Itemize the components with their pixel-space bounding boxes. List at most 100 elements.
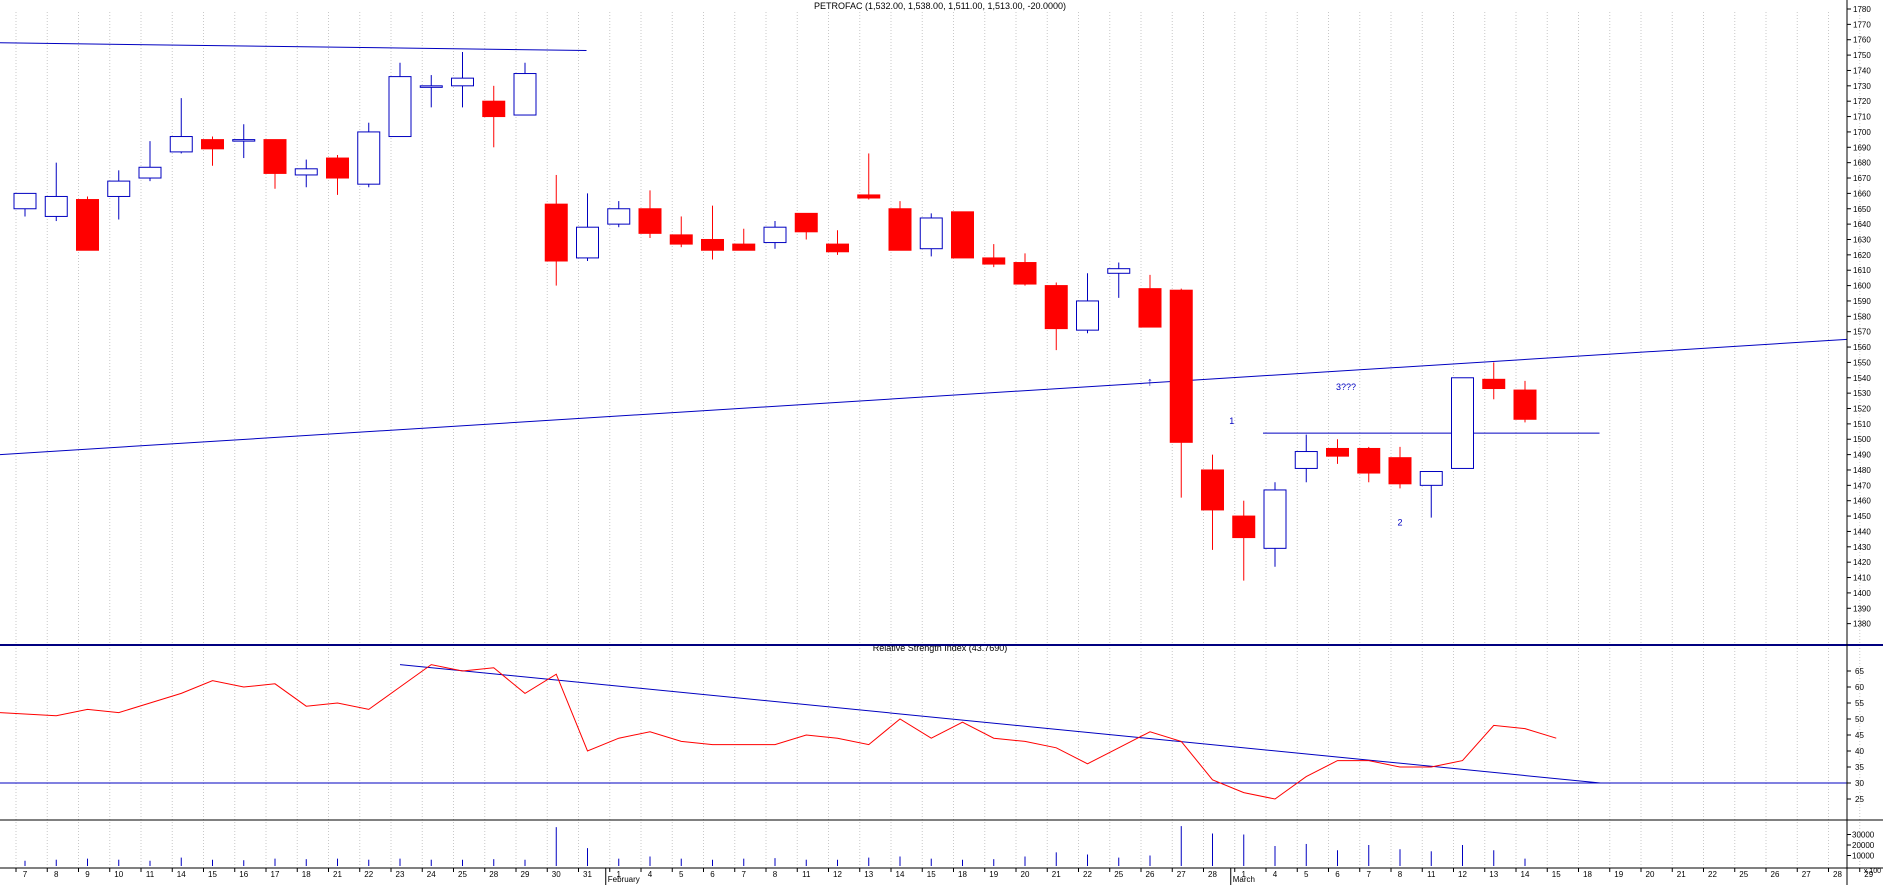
- price-tick-label: 1590: [1853, 297, 1871, 306]
- trendline-resistance: [0, 42, 587, 51]
- candle-body: [1326, 447, 1349, 457]
- price-tick-label: 1660: [1853, 189, 1871, 198]
- price-tick-label: 1690: [1853, 143, 1871, 152]
- date-tick-label: 14: [1521, 870, 1530, 879]
- price-tick-label: 1460: [1853, 497, 1871, 506]
- date-tick-label: 15: [927, 870, 936, 879]
- price-chart-title: PETROFAC (1,532.00, 1,538.00, 1,511.00, …: [814, 1, 1066, 11]
- candle-body: [669, 234, 693, 245]
- month-label: February: [608, 875, 640, 884]
- date-tick-label: 6: [1335, 870, 1340, 879]
- date-tick-label: 28: [1208, 870, 1217, 879]
- date-tick-label: 17: [271, 870, 280, 879]
- candle-body: [982, 257, 1006, 265]
- price-tick-label: 1410: [1853, 574, 1871, 583]
- date-tick-label: 25: [1114, 870, 1123, 879]
- date-tick-label: 6: [710, 870, 715, 879]
- price-tick-label: 1680: [1853, 159, 1871, 168]
- price-tick-label: 1520: [1853, 405, 1871, 414]
- candle-body: [701, 238, 724, 251]
- date-tick-label: 7: [742, 870, 747, 879]
- price-tick-label: 1400: [1853, 589, 1871, 598]
- candle-body: [1107, 268, 1131, 274]
- price-tick-label: 1750: [1853, 51, 1871, 60]
- candle-body: [44, 195, 68, 217]
- candle-body: [482, 100, 506, 118]
- candle-body: [732, 243, 756, 251]
- candle-body: [544, 203, 568, 262]
- date-tick-label: 1: [1242, 870, 1247, 879]
- price-tick-label: 1390: [1853, 604, 1871, 613]
- price-tick-label: 1770: [1853, 20, 1871, 29]
- rsi-panel: Relative Strength Index (43.7690) 25 30 35…: [0, 643, 1864, 804]
- date-tick-label: 28: [1833, 870, 1842, 879]
- date-tick-label: 15: [1552, 870, 1561, 879]
- date-tick-label: 1: [617, 870, 622, 879]
- month-label: March: [1233, 875, 1255, 884]
- date-tick-label: 21: [1677, 870, 1686, 879]
- date-tick-label: 31: [583, 870, 592, 879]
- candle-body: [1388, 457, 1412, 485]
- date-tick-label: 8: [54, 870, 59, 879]
- candle-body: [1357, 447, 1381, 474]
- date-tick-label: 18: [1583, 870, 1592, 879]
- candle-body: [826, 243, 849, 253]
- volume-unit-label: x 100: [1864, 868, 1881, 875]
- volume-tick-label: 20000: [1852, 841, 1875, 850]
- candle-body: [357, 131, 381, 185]
- date-tick-label: 26: [1771, 870, 1780, 879]
- date-tick-label: 5: [1304, 870, 1309, 879]
- candle-body: [451, 77, 474, 87]
- date-tick-label: 7: [23, 870, 28, 879]
- price-tick-label: 1490: [1853, 451, 1871, 460]
- price-tick-label: 1760: [1853, 36, 1871, 45]
- date-tick-label: 12: [1458, 870, 1467, 879]
- volume-tick-label: 30000: [1852, 831, 1875, 840]
- rsi-tick-label: 60: [1855, 683, 1864, 692]
- date-tick-label: 27: [1177, 870, 1186, 879]
- date-tick-label: 14: [177, 870, 186, 879]
- candle-body: [1419, 471, 1443, 486]
- price-tick-label: 1620: [1853, 251, 1871, 260]
- rsi-tick-label: 35: [1855, 763, 1864, 772]
- rsi-tick-label: 65: [1855, 667, 1864, 676]
- trendline-support: [0, 338, 1848, 456]
- price-tick-label: 1430: [1853, 543, 1871, 552]
- date-tick-label: 28: [489, 870, 498, 879]
- chart-annotation: 3???: [1336, 382, 1356, 392]
- candle-body: [107, 180, 131, 197]
- rsi-tick-label: 50: [1855, 715, 1864, 724]
- date-tick-label: 19: [1614, 870, 1623, 879]
- date-tick-label: 8: [1398, 870, 1403, 879]
- price-tick-label: 1540: [1853, 374, 1871, 383]
- date-tick-label: 11: [146, 870, 155, 879]
- candle-body: [638, 208, 662, 234]
- date-tick-label: 4: [648, 870, 653, 879]
- rsi-tick-label: 55: [1855, 699, 1864, 708]
- date-tick-label: 21: [1052, 870, 1061, 879]
- price-tick-label: 1480: [1853, 466, 1871, 475]
- chart-annotation: ↑: [1147, 374, 1153, 388]
- price-tick-label: 1550: [1853, 358, 1871, 367]
- price-tick-label: 1570: [1853, 328, 1871, 337]
- date-tick-label: 5: [679, 870, 684, 879]
- rsi-tick-label: 30: [1855, 779, 1864, 788]
- candle-body: [763, 226, 787, 244]
- date-tick-label: 25: [1739, 870, 1748, 879]
- candle-body: [1169, 289, 1193, 443]
- date-tick-label: 14: [896, 870, 905, 879]
- date-tick-label: 10: [114, 870, 123, 879]
- candle-body: [201, 139, 224, 150]
- price-tick-label: 1670: [1853, 174, 1871, 183]
- date-tick-label: 22: [1708, 870, 1717, 879]
- date-tick-label: 21: [333, 870, 342, 879]
- date-tick-label: 19: [989, 870, 998, 879]
- candle-body: [1138, 288, 1162, 328]
- candle-body: [794, 212, 818, 233]
- date-tick-label: 20: [1021, 870, 1030, 879]
- candle-body: [232, 139, 256, 142]
- date-tick-label: 4: [1273, 870, 1278, 879]
- price-tick-label: 1580: [1853, 312, 1871, 321]
